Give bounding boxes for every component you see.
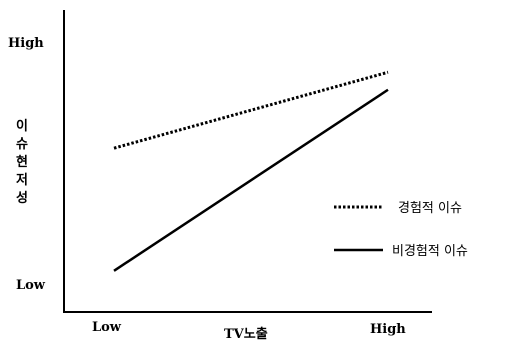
y-tick-high: High [8, 36, 44, 51]
y-tick-low: Low [16, 278, 46, 293]
series-line-2 [113, 88, 389, 272]
legend-label-2: 비경험적 이슈 [392, 244, 468, 259]
x-axis-label: TV노출 [224, 326, 268, 342]
legend-label-1: 경험적 이슈 [398, 201, 462, 216]
x-tick-low: Low [92, 320, 122, 335]
series-layer [113, 70, 389, 272]
series-line-1 [113, 70, 389, 150]
x-tick-high: High [370, 322, 406, 337]
